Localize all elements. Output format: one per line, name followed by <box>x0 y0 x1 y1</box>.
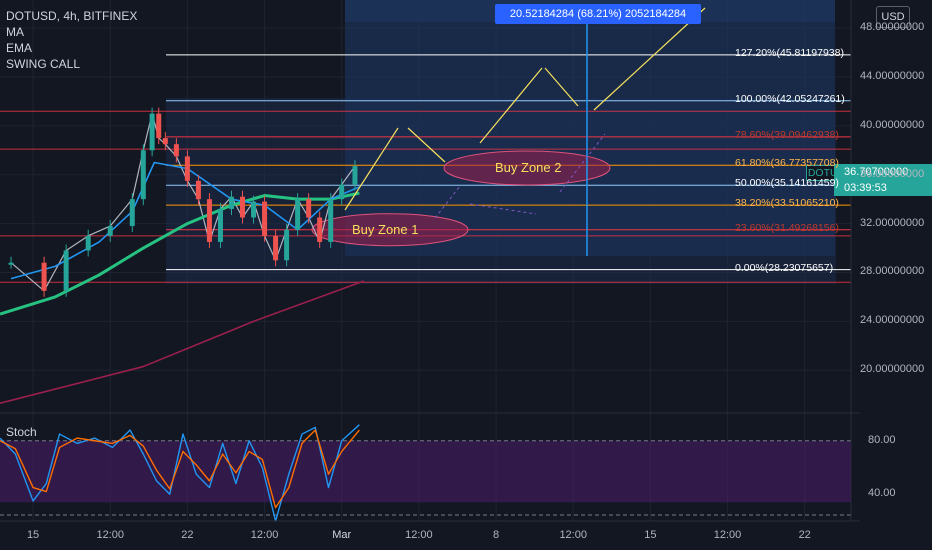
fib-level-label: 78.60%(39.09462938) <box>735 128 839 141</box>
y-tick-label: 24.00000000 <box>860 314 925 327</box>
stoch-tick-label: 80.00 <box>868 433 896 446</box>
y-tick-label: 36.00000000 <box>860 167 925 180</box>
y-tick-label: 48.00000000 <box>860 21 925 34</box>
chart-legend: DOTUSD, 4h, BITFINEX MA EMA SWING CALL <box>6 8 137 72</box>
stoch-series-d <box>0 429 360 509</box>
fib-level-label: 61.80%(36.77357708) <box>735 157 839 170</box>
candle-body <box>251 201 257 218</box>
y-tick-label: 32.00000000 <box>860 216 925 229</box>
y-tick-label: 28.00000000 <box>860 265 925 278</box>
x-tick-label: 15 <box>644 529 657 541</box>
candle-body <box>63 250 69 291</box>
forecast-arrows <box>344 7 706 256</box>
y-tick-label: 44.00000000 <box>860 69 925 82</box>
candle-countdown: 03:39:53 <box>834 180 932 196</box>
stoch-series-k <box>0 424 360 522</box>
stoch-panel <box>0 424 851 522</box>
fib-level-label: 38.20%(33.51065210) <box>735 197 839 210</box>
candle-body <box>129 199 135 227</box>
series-long-ma <box>0 280 365 404</box>
y-tick-label: 20.00000000 <box>860 363 925 376</box>
x-tick-label: 22 <box>798 529 811 541</box>
stoch-tick-label: 40.00 <box>868 487 896 500</box>
candle-body <box>295 199 301 230</box>
fib-level-label: 0.00%(28.23075657) <box>735 261 834 274</box>
price-series <box>0 107 365 404</box>
x-tick-label: 12:00 <box>96 529 124 541</box>
candle-body <box>85 235 91 251</box>
x-tick-label: 12:00 <box>559 529 587 541</box>
candle-body <box>8 262 14 265</box>
fib-level-label: 127.20%(45.81197938) <box>735 46 844 59</box>
candle-body <box>273 235 279 261</box>
candle-body <box>162 138 168 145</box>
fib-level-label: 50.00%(35.14161459) <box>735 177 839 190</box>
candle-body <box>217 208 223 242</box>
x-tick-label: 12:00 <box>250 529 279 541</box>
stoch-band <box>0 440 851 503</box>
candle-body <box>306 199 312 218</box>
candle-body <box>262 201 268 236</box>
x-tick-label: 22 <box>181 529 194 541</box>
candle-body <box>317 217 323 242</box>
candle-body <box>107 226 113 236</box>
candle-body <box>284 229 290 261</box>
symbol-line[interactable]: DOTUSD, 4h, BITFINEX <box>6 9 138 23</box>
measure-label[interactable]: 20.52184284 (68.21%) 2052184284 <box>495 4 701 24</box>
indicator-ema[interactable]: EMA <box>6 41 33 55</box>
indicator-swing-call[interactable]: SWING CALL <box>6 57 81 71</box>
x-tick-label: 8 <box>492 529 500 541</box>
candle-body <box>240 196 246 218</box>
candle-body <box>41 262 47 291</box>
buy-zone-2-label: Buy Zone 2 <box>495 159 562 175</box>
x-tick-label: Mar <box>332 529 352 541</box>
candle-body <box>149 113 155 151</box>
candle-body <box>156 113 162 139</box>
long-position-shaded-box <box>345 0 835 256</box>
candle-body <box>352 166 358 185</box>
buy-zone-1-label: Buy Zone 1 <box>352 221 419 237</box>
currency-button[interactable]: USD <box>876 6 910 28</box>
fib-level-label: 23.60%(31.49268156) <box>735 221 839 234</box>
stoch-indicator-label[interactable]: Stoch <box>6 425 37 439</box>
candle-body <box>173 144 179 157</box>
candle-body <box>195 180 201 200</box>
candle-body <box>140 150 146 200</box>
candle-body <box>339 184 345 200</box>
buy-zones <box>311 150 611 247</box>
x-tick-label: 12:00 <box>405 529 433 541</box>
y-tick-label: 40.00000000 <box>860 118 925 131</box>
buy-zone-2-ellipse <box>443 150 611 186</box>
candle-body <box>228 196 234 209</box>
candle-body <box>206 199 212 242</box>
x-tick-label: 15 <box>26 529 40 541</box>
candle-body <box>328 199 334 242</box>
indicator-ma[interactable]: MA <box>6 25 24 39</box>
x-tick-label: 12:00 <box>713 529 742 541</box>
fib-shaded-box <box>166 98 836 284</box>
candle-body <box>184 156 190 181</box>
fib-level-label: 100.00%(42.05247261) <box>735 92 845 105</box>
current-price-value: 36.70700000 <box>834 164 932 180</box>
buy-zone-1-ellipse <box>311 213 469 247</box>
